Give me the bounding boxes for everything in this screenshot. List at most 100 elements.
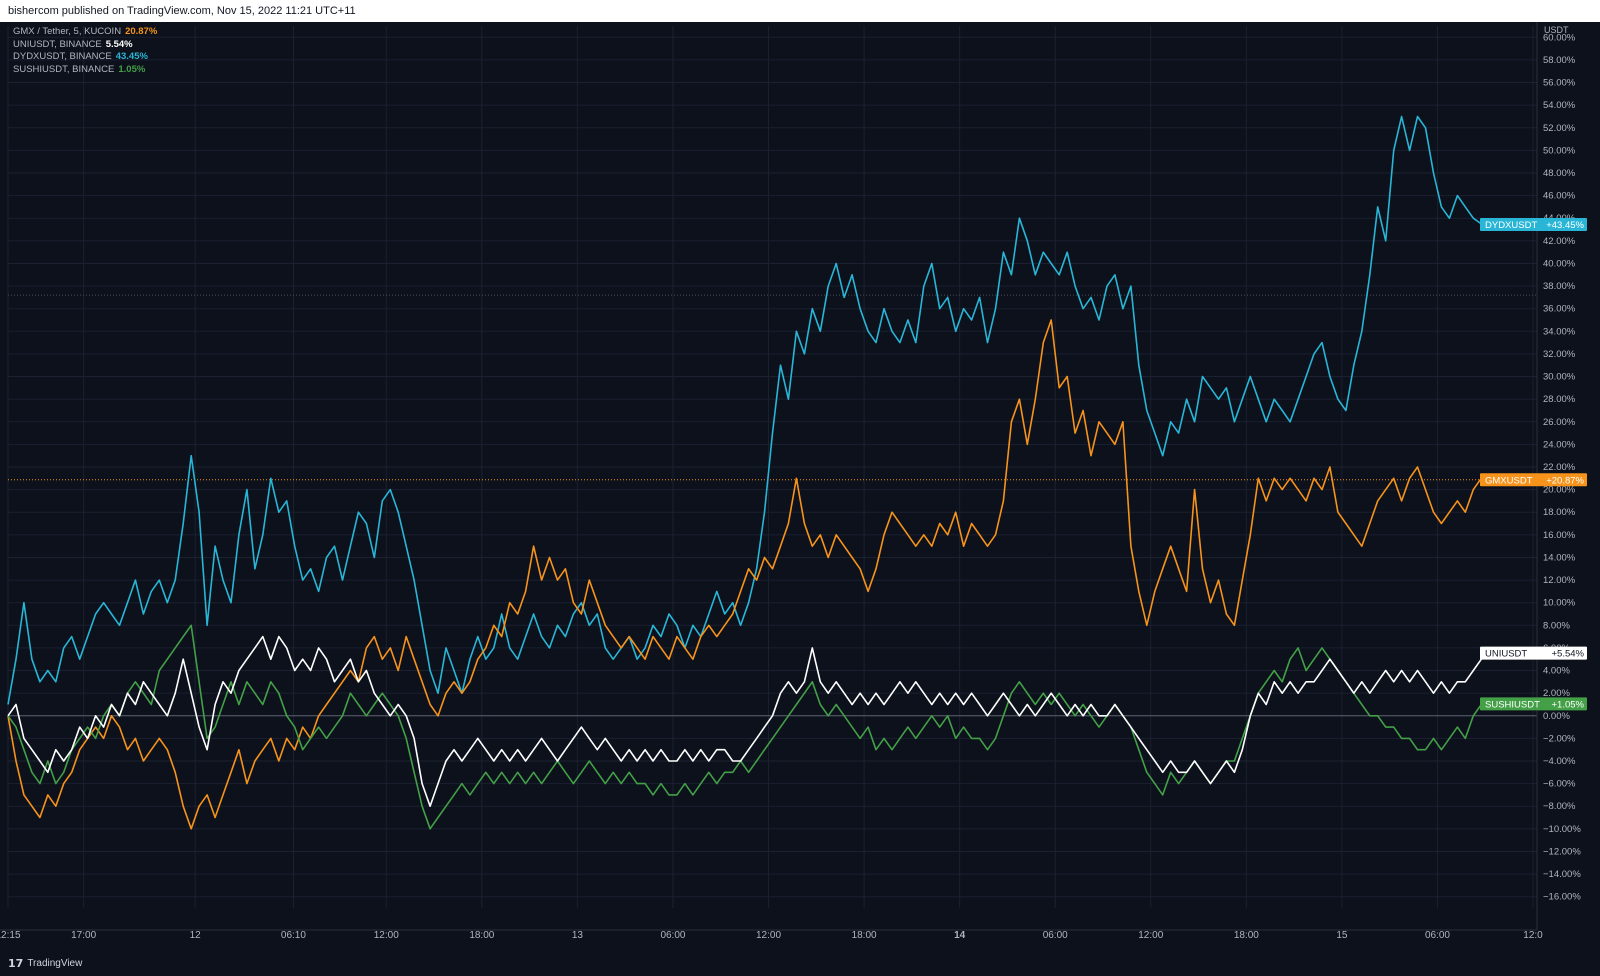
y-tick-label: −14.00% [1543,869,1581,880]
x-axis: 12:15 17:00 12 06:10 12:00 18:00 13 06:00 12:00 1… [0,929,1543,941]
y-tick-label: 14.00% [1543,552,1576,563]
x-tick-label: 18:00 [852,930,877,941]
series-tag-uniusdt: UNIUSDT +5.54% [1480,646,1587,660]
grid-lines [7,26,1537,908]
series-group [7,115,1490,830]
series-tag-sushiusdt: SUSHIUSDT +1.05% [1480,697,1587,711]
x-tick-label: 12:00 [374,930,399,941]
published-header: bishercom published on TradingView.com, … [0,0,1600,22]
legend-item-uni[interactable]: UNIUSDT, BINANCE 5.54% [13,39,157,52]
series-tag-value: +20.87% [1546,475,1584,486]
price-lines [8,294,1537,717]
x-tick-label: 06:00 [1425,930,1450,941]
y-tick-label: 36.00% [1543,304,1576,315]
y-tick-label: 0.00% [1543,711,1570,722]
y-tick-label: 10.00% [1543,598,1576,609]
y-tick-label: 48.00% [1543,168,1576,179]
series-tag-dydxusdt: DYDXUSDT +43.45% [1480,217,1587,231]
x-tick-label: 06:00 [660,930,685,941]
y-tick-label: 54.00% [1543,100,1576,111]
series-tag-name: GMXUSDT [1485,475,1533,486]
series-line-uniusdt [7,635,1490,807]
x-tick-label: 15 [1336,930,1348,941]
y-tick-label: 46.00% [1543,191,1576,202]
legend-item-dydx[interactable]: DYDXUSDT, BINANCE 43.45% [13,51,157,64]
tradingview-brand-text: TradingView [27,958,83,969]
legend-value: 43.45% [115,51,148,63]
y-tick-label: 42.00% [1543,236,1576,247]
legend-value: 5.54% [105,38,133,50]
tradingview-logo[interactable]: 𝟭𝟳 TradingView [8,952,82,976]
x-tick-label: 06:10 [281,930,306,941]
series-tag-value: +5.54% [1552,649,1585,660]
y-tick-label: 38.00% [1543,281,1576,292]
series-tag-bg [1480,697,1587,711]
y-tick-label: 30.00% [1543,372,1576,383]
x-tick-label: 12:00 [1138,930,1163,941]
y-tick-label: 28.00% [1543,394,1576,405]
series-tag-value: +43.45% [1546,220,1584,231]
x-tick-label: 14 [954,930,966,941]
x-tick-label: 18:00 [469,930,494,941]
legend-label: GMX / Tether, 5, KUCOIN [13,26,122,37]
y-tick-label: 56.00% [1543,78,1576,89]
series-tag-gmxusdt: GMXUSDT +20.87% [1480,473,1587,487]
series-tag-bg [1480,646,1587,660]
x-tick-label: 12:0 [1523,930,1543,941]
x-tick-label: 17:00 [71,930,96,941]
legend-item-sushi[interactable]: SUSHIUSDT, BINANCE 1.05% [13,64,157,77]
legend-value: 1.05% [118,63,146,75]
y-axis: 60.00% 58.00% 56.00% 54.00% 52.00% 50.00% 48.0… [1536,22,1581,930]
y-tick-label: −6.00% [1543,779,1576,790]
legend-label: UNIUSDT, BINANCE [13,38,102,50]
y-tick-label: 16.00% [1543,530,1576,541]
y-tick-label: 32.00% [1543,349,1576,360]
tradingview-logo-icon: 𝟭𝟳 [8,958,24,970]
legend: GMX / Tether, 5, KUCOIN 20.87% UNIUSDT, B… [13,26,157,76]
y-tick-label: 22.00% [1543,462,1576,473]
x-tick-label: 06:00 [1043,930,1068,941]
y-tick-label: 52.00% [1543,123,1576,134]
y-tick-label: 40.00% [1543,258,1576,269]
y-tick-label: 4.00% [1543,666,1570,677]
legend-label: SUSHIUSDT, BINANCE [13,63,115,75]
series-tags: DYDXUSDT +43.45% GMXUSDT +20.87% UNIUSDT +5.5… [1480,217,1587,711]
y-tick-label: 58.00% [1543,55,1576,66]
y-tick-label: 26.00% [1543,417,1576,428]
series-tag-bg [1480,217,1587,231]
x-tick-label: 13 [572,930,584,941]
x-tick-label: 12:00 [756,930,781,941]
published-text: bishercom published on TradingView.com, … [8,5,356,17]
series-line-gmxusdt [7,319,1490,830]
y-tick-label: 24.00% [1543,439,1576,450]
x-tick-label: 18:00 [1234,930,1259,941]
series-tag-value: +1.05% [1552,699,1585,710]
series-tag-name: DYDXUSDT [1485,220,1537,231]
chart-canvas[interactable]: 60.00% 58.00% 56.00% 54.00% 52.00% 50.00% 48.0… [0,22,1600,952]
footer-bar: 𝟭𝟳 TradingView [0,952,1600,976]
legend-value: 20.87% [125,26,158,37]
series-line-sushiusdt [7,624,1490,830]
y-tick-label: 20.00% [1543,485,1576,496]
series-line-dydxusdt [7,115,1490,705]
series-tag-bg [1480,473,1587,487]
y-tick-label: −8.00% [1543,801,1576,812]
series-tag-name: SUSHIUSDT [1485,699,1540,710]
legend-item-gmx[interactable]: GMX / Tether, 5, KUCOIN 20.87% [13,26,157,39]
y-tick-label: −4.00% [1543,756,1576,767]
y-tick-label: 8.00% [1543,620,1570,631]
y-tick-label: 60.00% [1543,32,1576,43]
series-tag-name: UNIUSDT [1485,649,1527,660]
y-tick-label: 12.00% [1543,575,1576,586]
y-tick-label: −2.00% [1543,733,1576,744]
y-tick-label: −16.00% [1543,892,1581,903]
y-axis-unit-label: USDT [1544,25,1569,35]
x-tick-label: 12 [190,930,202,941]
y-tick-label: 2.00% [1543,688,1570,699]
y-tick-label: −12.00% [1543,846,1581,857]
y-tick-label: −10.00% [1543,824,1581,835]
x-tick-label: 12:15 [0,930,21,941]
legend-label: DYDXUSDT, BINANCE [13,51,112,63]
y-tick-label: 18.00% [1543,507,1576,518]
y-tick-label: 50.00% [1543,145,1576,156]
